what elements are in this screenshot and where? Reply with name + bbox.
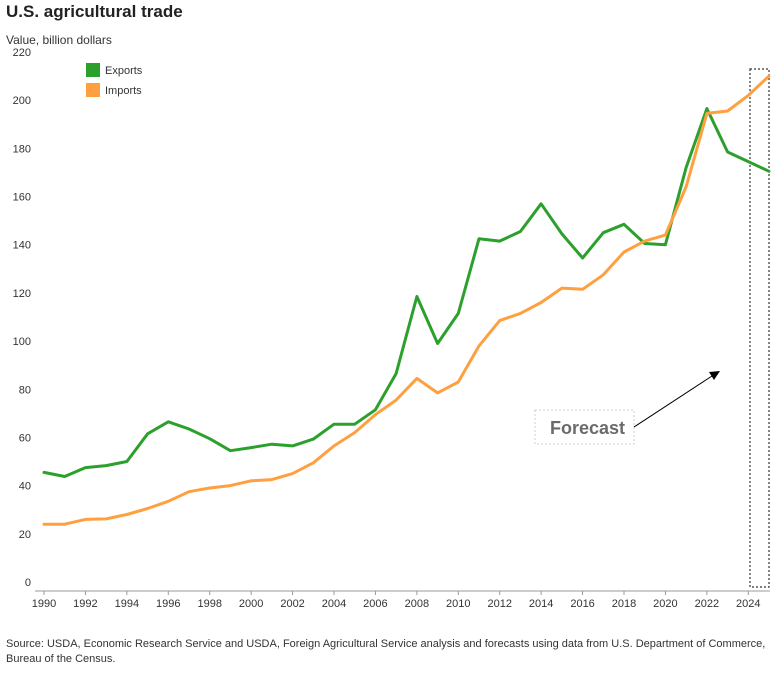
y-tick-label: 160 [13,192,31,204]
legend: Exports Imports [86,63,143,97]
source-note: Source: USDA, Economic Research Service … [6,638,766,665]
x-tick-label: 2018 [612,598,636,610]
x-tick-label: 2002 [280,598,304,610]
x-tick-label: 1992 [73,598,97,610]
x-tick-label: 2016 [570,598,594,610]
x-tick-label: 2022 [695,598,719,610]
y-tick-label: 200 [13,95,31,107]
series-lines [42,74,771,526]
y-axis-label: Value, billion dollars [6,33,112,47]
y-tick-label: 40 [19,481,31,493]
y-tick-label: 140 [13,240,31,252]
legend-exports-swatch [86,63,100,77]
y-tick-label: 0 [25,577,31,589]
x-tick-label: 1998 [197,598,221,610]
x-tick-label: 2006 [363,598,387,610]
forecast-region-box [749,68,770,588]
x-tick-label: 2014 [529,598,553,610]
x-tick-label: 1994 [115,598,139,610]
forecast-label: Forecast [550,418,625,438]
series-line-exports [42,107,771,478]
x-tick-label: 1996 [156,598,180,610]
forecast-arrow-head [709,371,720,380]
y-ticks: 0 20 40 60 80 100 120 140 160 180 200 220 [13,47,31,589]
x-tick-label: 2008 [405,598,429,610]
x-tick-label: 2024 [736,598,760,610]
x-tick-label: 2004 [322,598,346,610]
forecast-annotation: Forecast [534,371,720,445]
y-tick-label: 20 [19,529,31,541]
y-tick-label: 220 [13,47,31,59]
forecast-label-box [534,409,635,445]
legend-imports-swatch [86,83,100,97]
chart-title: U.S. agricultural trade [6,2,183,21]
x-ticks: 1990 1992 1994 1996 1998 2000 2002 2004 2006 2008… [32,591,761,610]
y-tick-label: 60 [19,432,31,444]
x-tick-label: 1990 [32,598,56,610]
x-tick-label: 2010 [446,598,470,610]
y-tick-label: 100 [13,336,31,348]
legend-exports-label: Exports [105,65,143,77]
x-tick-label: 2000 [239,598,263,610]
legend-imports-label: Imports [105,85,142,97]
forecast-arrow-line [633,375,713,428]
y-tick-label: 80 [19,384,31,396]
y-tick-label: 180 [13,143,31,155]
series-line-imports [42,74,771,526]
x-tick-label: 2020 [653,598,677,610]
y-tick-label: 120 [13,288,31,300]
x-tick-label: 2012 [487,598,511,610]
